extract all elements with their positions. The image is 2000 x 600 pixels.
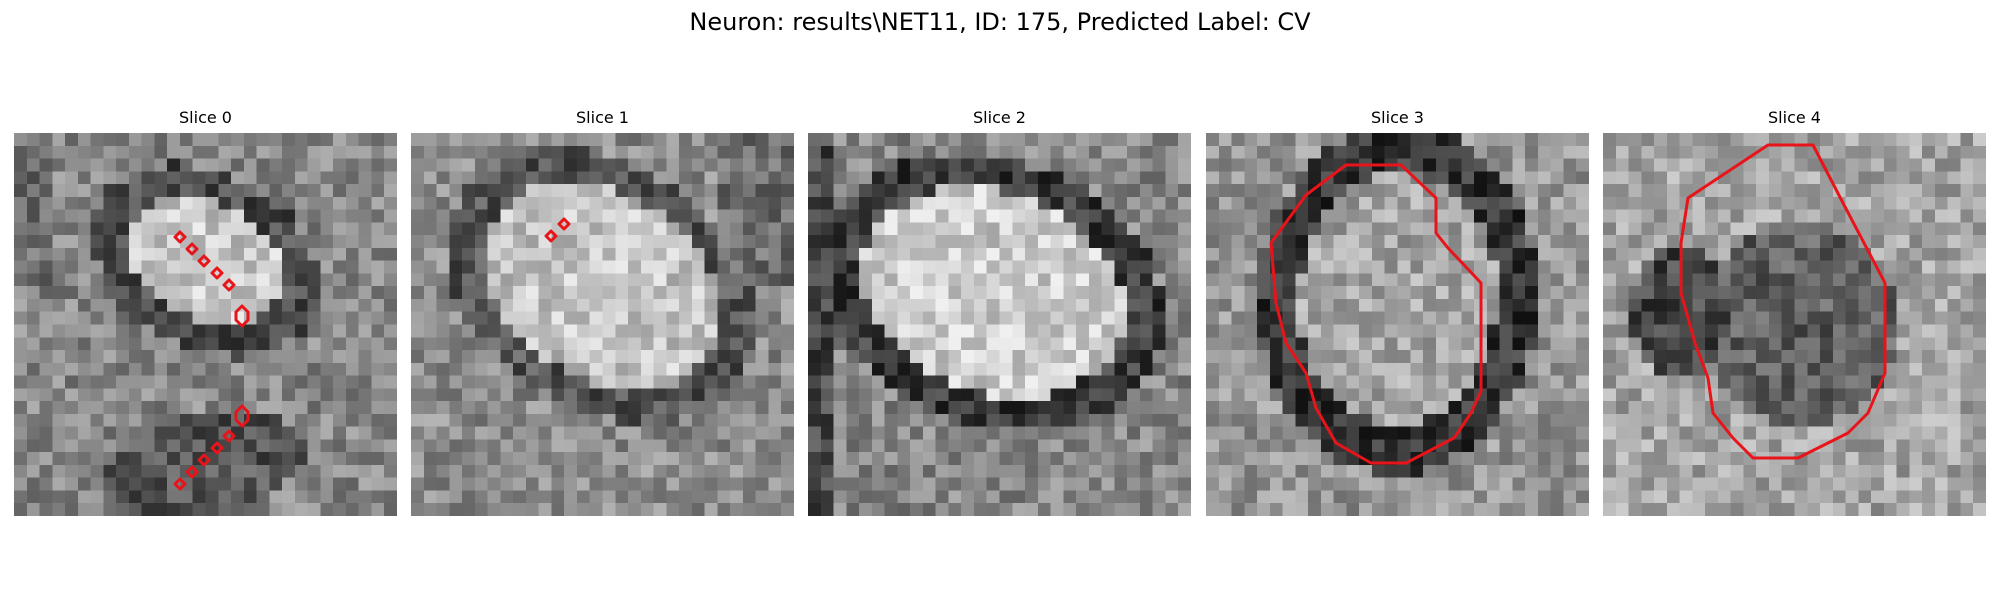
grayscale-pixel-image bbox=[808, 133, 1191, 516]
slice-image bbox=[411, 133, 794, 516]
red-contour-segment bbox=[1679, 143, 1887, 460]
slice-title: Slice 0 bbox=[179, 108, 232, 127]
grayscale-pixel-image bbox=[1206, 133, 1589, 516]
figure-title: Neuron: results\NET11, ID: 175, Predicte… bbox=[689, 8, 1311, 36]
slice-title: Slice 3 bbox=[1371, 108, 1424, 127]
slice-title: Slice 1 bbox=[576, 108, 629, 127]
contour-overlay bbox=[1679, 143, 1887, 460]
slice-image bbox=[808, 133, 1191, 516]
slice-title: Slice 2 bbox=[973, 108, 1026, 127]
red-contour-segment bbox=[197, 254, 211, 268]
red-contour-segment bbox=[222, 278, 236, 292]
contour-overlay bbox=[808, 133, 1191, 516]
slice-panel-4: Slice 4 bbox=[1603, 108, 1986, 516]
red-contour-segment bbox=[544, 229, 558, 243]
contour-overlay bbox=[1269, 163, 1483, 465]
red-contour-segment bbox=[1269, 163, 1483, 465]
slice-image bbox=[1603, 133, 1986, 516]
slice-panel-1: Slice 1 bbox=[411, 108, 794, 516]
red-contour-segment bbox=[197, 453, 211, 467]
grayscale-pixel-image bbox=[411, 133, 794, 516]
slice-panel-3: Slice 3 bbox=[1206, 108, 1589, 516]
red-contour-segment bbox=[210, 441, 224, 455]
red-contour-segment bbox=[234, 404, 250, 428]
red-contour-segment bbox=[185, 242, 199, 256]
red-contour-segment bbox=[222, 429, 236, 443]
red-contour-segment bbox=[185, 465, 199, 479]
contour-overlay bbox=[173, 230, 250, 491]
red-contour-segment bbox=[173, 477, 187, 491]
red-contour-segment bbox=[173, 230, 187, 244]
grayscale-pixel-image bbox=[14, 133, 397, 516]
slice-panel-0: Slice 0 bbox=[14, 108, 397, 516]
slice-image bbox=[1206, 133, 1589, 516]
slice-image bbox=[14, 133, 397, 516]
red-contour-segment bbox=[210, 266, 224, 280]
contour-overlay bbox=[544, 217, 571, 243]
slice-title: Slice 4 bbox=[1768, 108, 1821, 127]
grayscale-pixel-image bbox=[1603, 133, 1986, 516]
red-contour-segment bbox=[234, 304, 250, 328]
red-contour-segment bbox=[557, 217, 571, 231]
slice-panel-2: Slice 2 bbox=[808, 108, 1191, 516]
